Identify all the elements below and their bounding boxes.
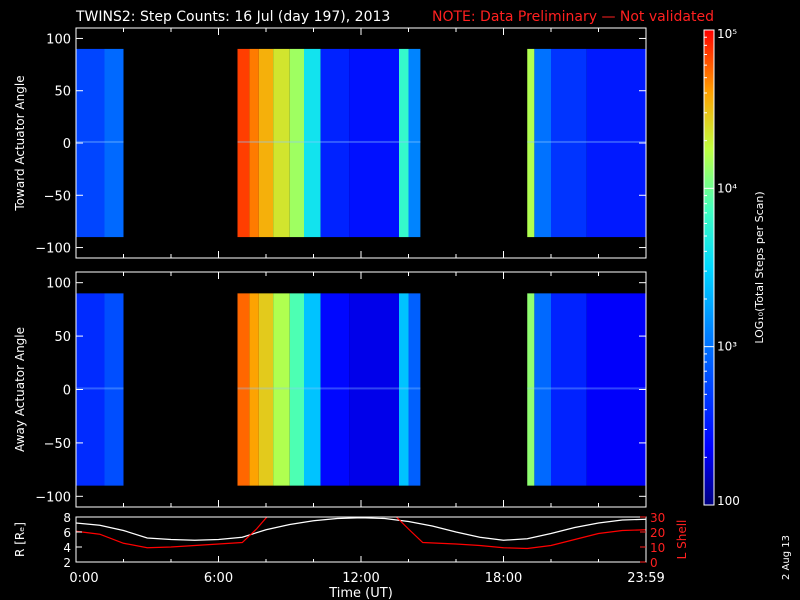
heatmap-cell [399, 293, 409, 486]
chart-title: TWINS2: Step Counts: 16 Jul (day 197), 2… [75, 9, 390, 25]
zero-angle-band [237, 387, 421, 390]
panel-away-heatmap: 100 50 0 −50 −100 Away Actuator Angle [13, 271, 647, 508]
date-stamp: 2 Aug 13 [781, 535, 792, 580]
zero-angle-band [527, 387, 646, 390]
zero-angle-band [76, 387, 124, 390]
series-lshell-line [76, 517, 268, 549]
y-tick-label: 100 [46, 32, 71, 47]
x-tick-label: 18:00 [485, 571, 522, 586]
heatmap-cell [399, 48, 409, 238]
panel-colorbar: 10⁵ 10⁴ 10³ 100 LOG₁₀(Total Steps per Scan) [703, 27, 766, 508]
y-tick-label: −100 [35, 242, 71, 257]
series-lshell-line [395, 517, 646, 550]
heatmap-cell [320, 48, 350, 238]
y-tick-label: 50 [54, 85, 71, 100]
colorbar-tick-label: 10⁵ [717, 27, 737, 41]
heatmap-cell [249, 293, 259, 486]
y-tick-label-right: 10 [650, 541, 665, 555]
y-tick-label: −50 [44, 437, 71, 452]
heatmap-cell [273, 48, 290, 238]
heatmap-cell [289, 48, 304, 238]
y-tick-label: −50 [44, 189, 71, 204]
y-tick-label: −100 [35, 490, 71, 505]
heatmap-cell [349, 293, 399, 486]
colorbar-tick-label: 10³ [717, 340, 737, 354]
heatmap-cell [289, 293, 304, 486]
colorbar-gradient [703, 29, 715, 506]
heatmap-cell [104, 293, 124, 486]
y-tick-label-left: 6 [63, 526, 71, 540]
y-tick-label: 100 [46, 277, 71, 292]
heatmap-cell [237, 48, 250, 238]
y-tick-label: 0 [63, 137, 71, 152]
heatmap-cell [104, 48, 124, 238]
heatmap-cell [586, 293, 646, 486]
heatmap-cell [551, 48, 587, 238]
x-tick-label: 23:59 [627, 571, 664, 586]
heatmap-cell [237, 293, 250, 486]
y-tick-label: 0 [63, 384, 71, 399]
x-axis-label: Time (UT) [328, 586, 393, 600]
y-tick-label-right: 30 [650, 511, 665, 525]
heatmap-cell [273, 293, 290, 486]
heatmap-cell [304, 48, 321, 238]
y-tick-label-right: 20 [650, 526, 665, 540]
y-tick-label-left: 4 [63, 541, 71, 555]
heatmap-cell [527, 48, 535, 238]
x-tick-label: 0:00 [69, 571, 98, 586]
x-tick-label: 6:00 [204, 571, 233, 586]
heatmap-cell [258, 293, 274, 486]
y-tick-label-left: 8 [63, 511, 71, 525]
zero-angle-band [237, 140, 421, 143]
y-axis-label-left: R [Rₑ] [13, 522, 27, 557]
y-axis-label-right: L Shell [675, 520, 689, 560]
zero-angle-band [527, 140, 646, 143]
heatmap-cell [258, 48, 274, 238]
heatmap-cell [534, 48, 551, 238]
series-r-line [76, 517, 646, 541]
heatmap-cell [527, 293, 535, 486]
colorbar-label: LOG₁₀(Total Steps per Scan) [753, 191, 766, 343]
heatmap-cell [349, 48, 399, 238]
zero-angle-band [76, 140, 124, 143]
heatmap-cell [249, 48, 259, 238]
y-axis-label: Away Actuator Angle [13, 327, 27, 452]
heatmap-cell [408, 293, 421, 486]
y-axis-label: Toward Actuator Angle [13, 75, 27, 211]
data-note: NOTE: Data Preliminary — Not validated [432, 9, 714, 25]
heatmap-cell [304, 293, 321, 486]
heatmap-cell [408, 48, 421, 238]
heatmap-cell [586, 48, 646, 238]
heatmap-cell [320, 293, 350, 486]
panel-toward-heatmap: 100 50 0 −50 −100 Toward Actuator Angle [13, 27, 647, 259]
y-tick-label: 50 [54, 330, 71, 345]
heatmap-cell [534, 293, 551, 486]
colorbar-tick-label: 100 [717, 494, 740, 508]
heatmap-cell [551, 293, 587, 486]
x-tick-label: 12:00 [342, 571, 379, 586]
y-tick-label-right: 0 [650, 556, 658, 570]
colorbar-tick-label: 10⁴ [717, 181, 737, 195]
y-tick-label-left: 2 [63, 556, 71, 570]
